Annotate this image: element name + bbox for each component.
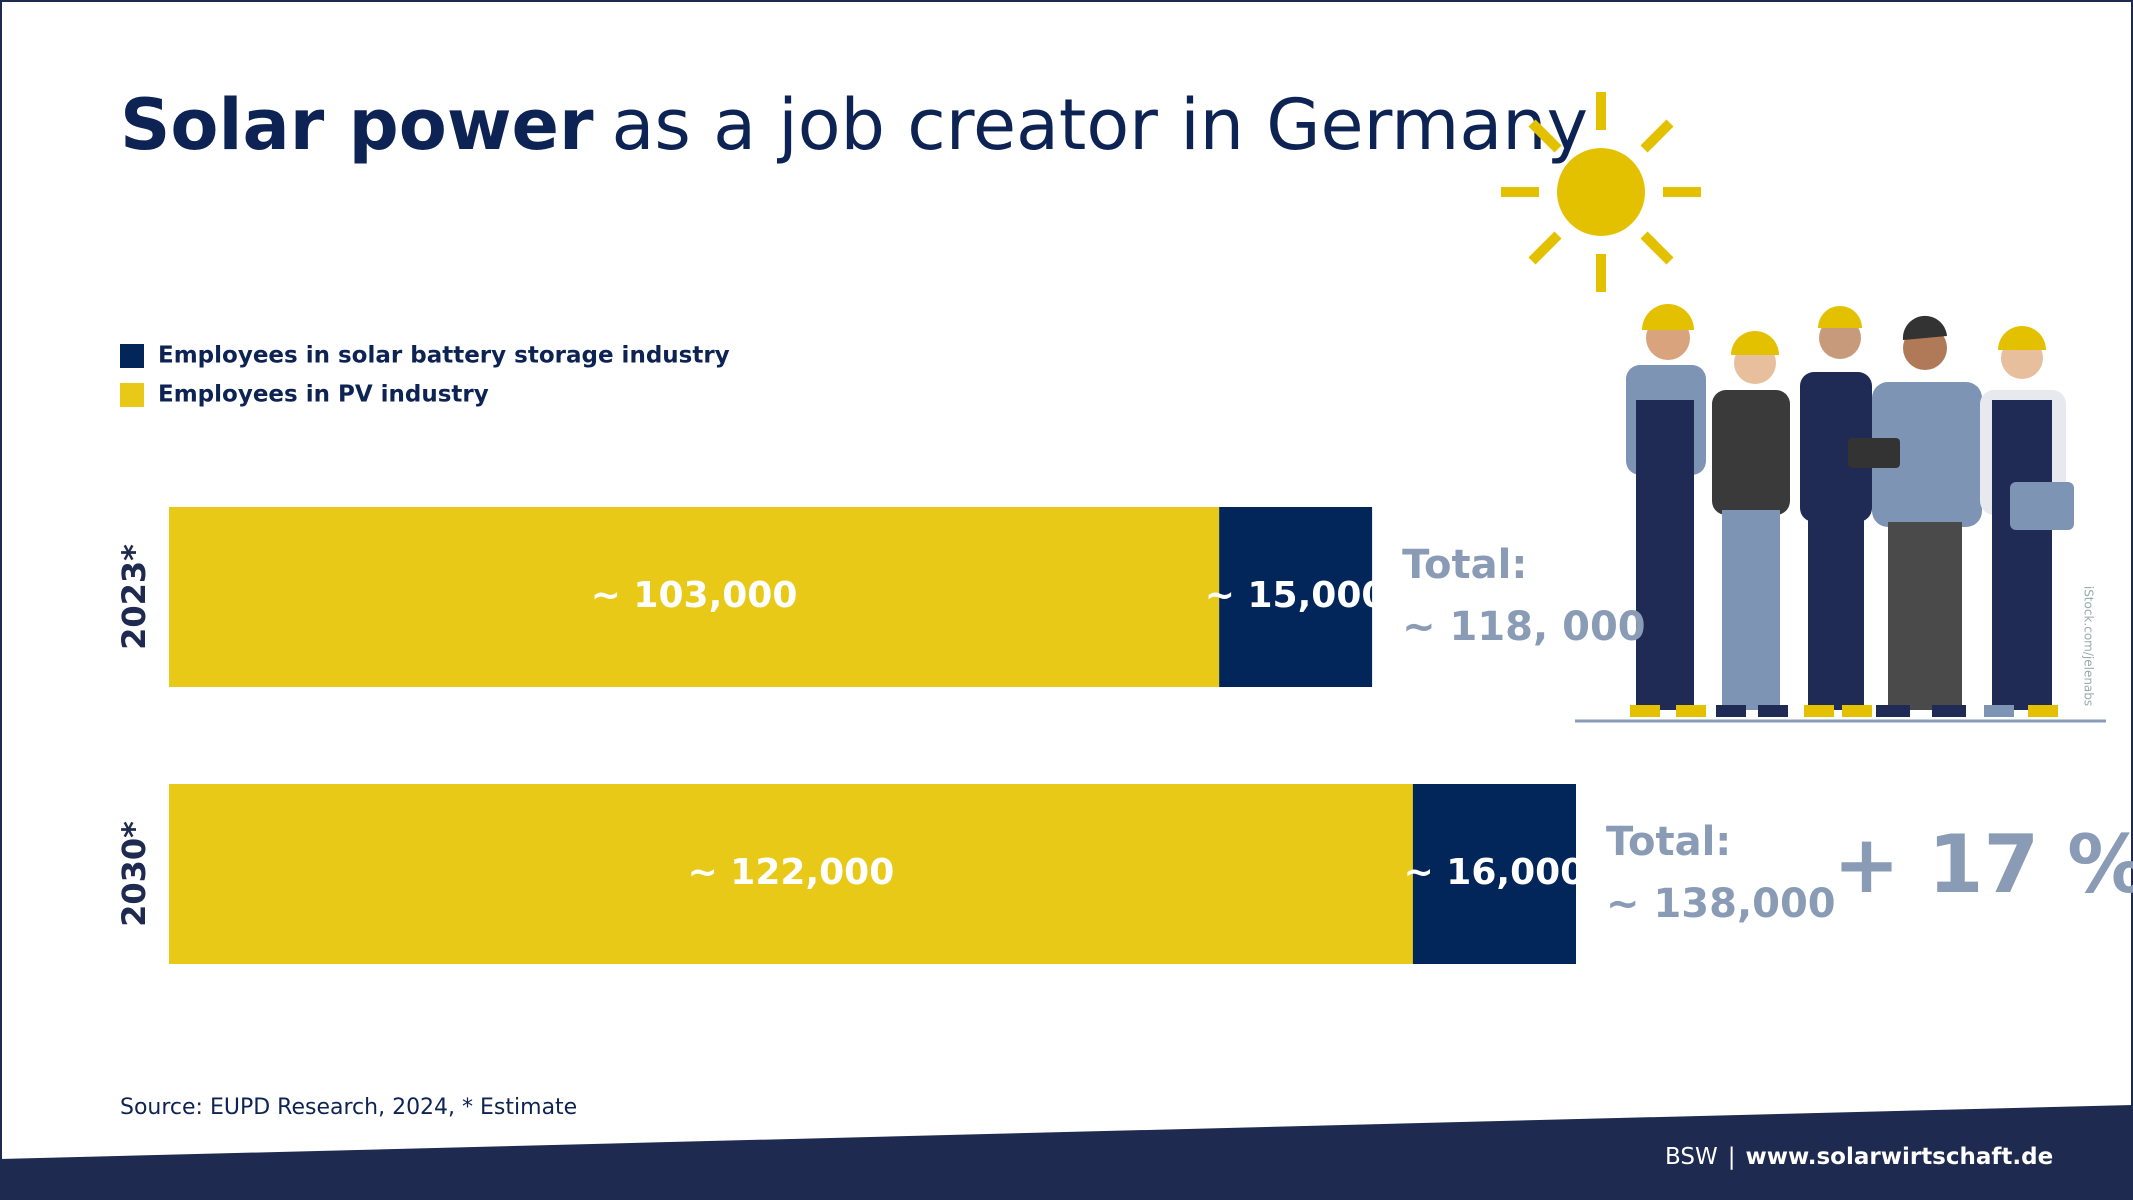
legend-label: Employees in solar battery storage indus… [158, 343, 730, 369]
value-label: ~ 15,000 [1205, 575, 1387, 616]
photo-credit: iStock.com/jelenabs [2082, 586, 2096, 706]
legend-label: Employees in PV industry [158, 382, 489, 408]
footer-sep: | [1728, 1144, 1736, 1170]
bar-segment [1219, 507, 1373, 687]
total-label: ~ 118, 000 [1402, 604, 1646, 650]
total-heading: Total: [1606, 819, 1731, 865]
change-label: + 17 % [1833, 818, 2133, 911]
footer-url: www.solarwirtschaft.de [1745, 1144, 2053, 1170]
value-label: ~ 103,000 [591, 575, 798, 616]
footer-band [0, 1105, 2133, 1200]
total-label: ~ 138,000 [1606, 881, 1836, 927]
category-label: 2030* [115, 821, 153, 927]
legend-swatch [120, 344, 144, 368]
total-heading: Total: [1402, 542, 1527, 588]
chart-title: Solar power as a job creator in Germany [120, 84, 1588, 166]
title-rest: as a job creator in Germany [612, 84, 1589, 166]
value-label: ~ 16,000 [1404, 852, 1586, 893]
workers-illustration [1575, 304, 2106, 723]
sun [1501, 92, 1701, 292]
title-bold: Solar power [120, 84, 594, 166]
legend-swatch [120, 383, 144, 407]
bar-segment [169, 784, 1413, 964]
source: Source: EUPD Research, 2024, * Estimate [120, 1095, 577, 1120]
category-label: 2023* [115, 544, 153, 650]
footer-org: BSW [1665, 1144, 1718, 1170]
bar-segment [169, 507, 1220, 687]
value-label: ~ 122,000 [688, 852, 895, 893]
bar-segment [1412, 784, 1576, 964]
footer: BSW | www.solarwirtschaft.de [1665, 1144, 2053, 1170]
